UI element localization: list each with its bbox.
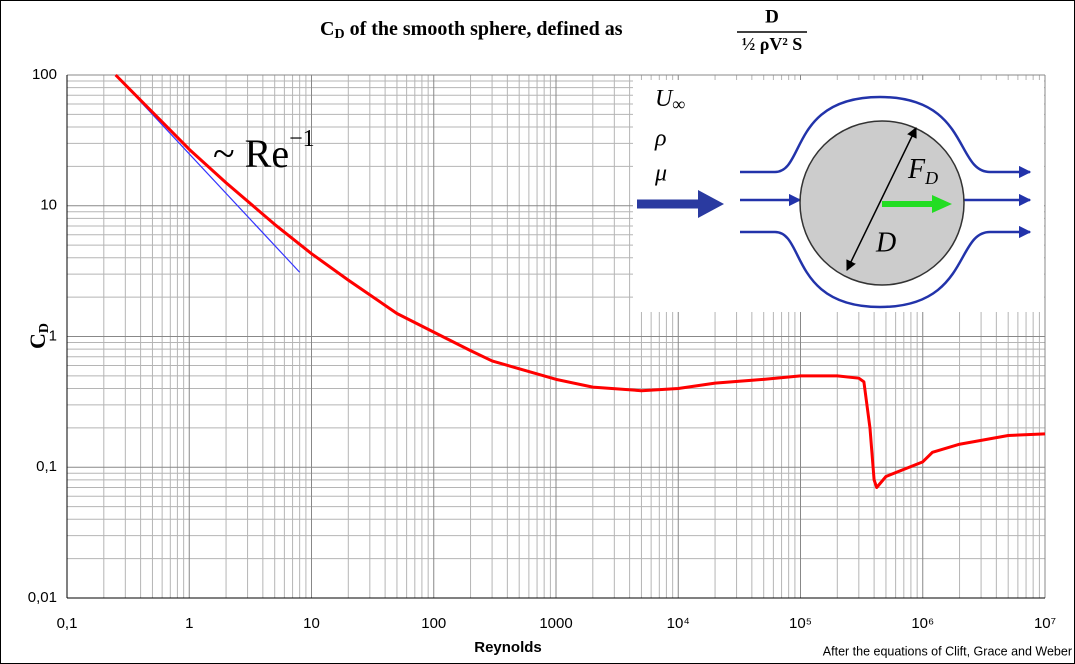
y-tick-label: 0,1 — [36, 458, 57, 475]
annotation-sup: −1 — [289, 126, 315, 152]
y-tick-label: 1 — [49, 327, 57, 344]
streamline — [740, 95, 1032, 179]
grid — [66, 74, 1046, 599]
force-main: F — [907, 154, 926, 185]
annotation-text: ~ Re — [213, 131, 289, 176]
force-sub: D — [924, 168, 938, 188]
title-numerator: D — [765, 6, 779, 27]
x-tick-label: 10⁴ — [667, 615, 690, 632]
diameter-line — [846, 127, 917, 271]
x-tick-label: 10⁵ — [789, 615, 812, 632]
velocity-main: U — [655, 86, 674, 112]
annotation: ~ Re−1 — [213, 126, 315, 177]
velocity-sub: ∞ — [672, 94, 685, 114]
x-tick-label: 1000 — [539, 615, 572, 632]
x-axis-label: Reynolds — [474, 639, 542, 656]
y-tick-label: 10 — [40, 197, 57, 214]
diameter-label: D — [875, 227, 896, 258]
force-label: FD — [907, 154, 938, 188]
source-note: After the equations of Clift, Grace and … — [823, 644, 1072, 658]
velocity-label: U∞ — [655, 86, 685, 115]
title-rest: of the smooth sphere, defined as — [345, 18, 623, 40]
plot — [114, 73, 1046, 489]
y-tick-label: 0,01 — [28, 589, 57, 606]
y-tick-label: 100 — [32, 66, 57, 83]
x-tick-label: 10 — [303, 615, 320, 632]
inset-diagram: U∞ ρ μ FD D — [633, 80, 1044, 312]
x-tick-label: 1 — [185, 615, 193, 632]
flow-arrow-head — [698, 190, 724, 218]
title-denominator: ½ ρV² S — [742, 34, 803, 54]
viscosity-label: μ — [654, 161, 667, 187]
drag-arrow-head — [932, 195, 952, 213]
chart-title: CD of the smooth sphere, defined as — [320, 18, 623, 43]
x-tick-label: 100 — [421, 615, 446, 632]
y-label-sub: D — [37, 323, 52, 333]
x-tick-label: 10⁷ — [1034, 615, 1056, 632]
title-main: C — [320, 18, 334, 40]
y-axis-label: CD — [25, 323, 52, 349]
y-label-main: C — [25, 333, 50, 349]
title-sub: D — [334, 27, 344, 42]
streamline — [740, 225, 1032, 309]
data-line — [114, 73, 1046, 489]
density-label: ρ — [654, 126, 667, 152]
x-tick-label: 0,1 — [57, 615, 78, 632]
x-tick-label: 10⁶ — [911, 615, 934, 632]
